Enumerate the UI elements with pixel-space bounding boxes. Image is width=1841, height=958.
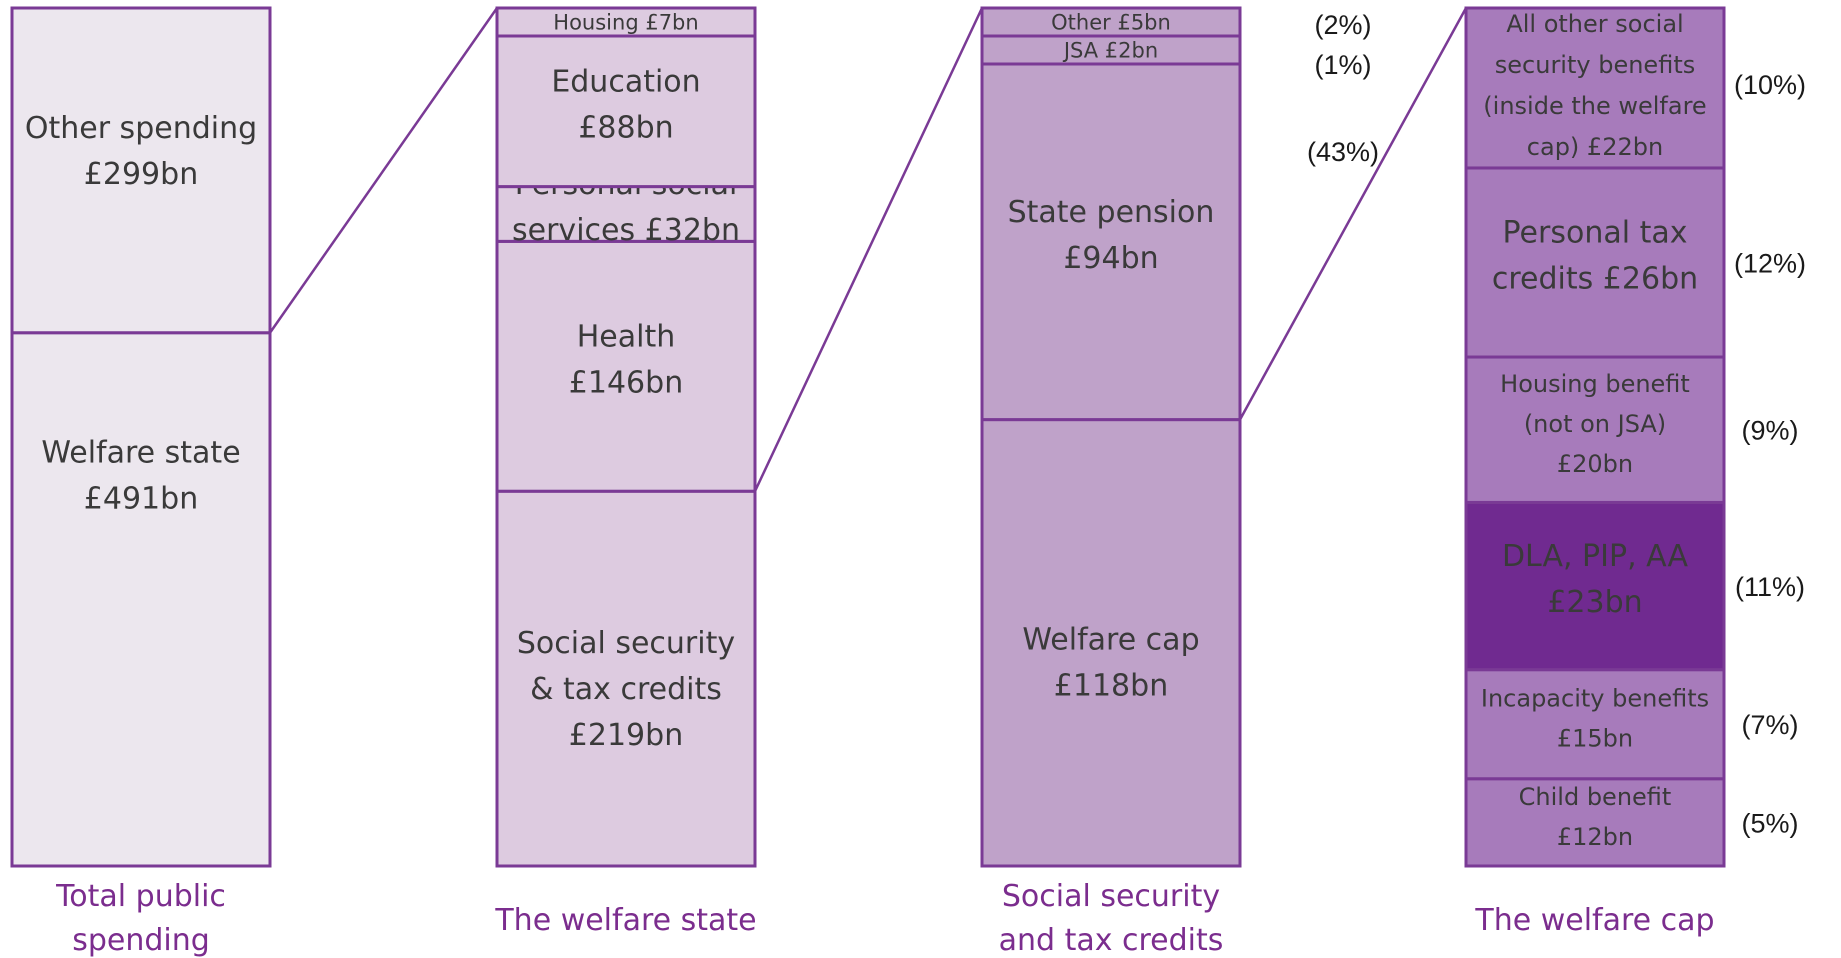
bar-segment-education: [495, 34, 757, 189]
segment-label-welfare-state-line-1: Welfare state: [41, 436, 240, 471]
segment-label-dla-pip-aa-line-1: DLA, PIP, AA: [1502, 539, 1689, 574]
segment-label-state-pension-line-1: State pension: [1008, 195, 1215, 230]
category-label-social-security-and-tax-credits-line-1: Social security: [1002, 879, 1220, 914]
segment-label-all-other-social-security-benefits-inside-the-welfare-cap-line-2: security benefits: [1495, 51, 1695, 79]
connector-line-1: [268, 7, 499, 334]
percentage-label-housing-benefit-not-on-jsa: (9%): [1741, 416, 1798, 446]
category-label-the-welfare-state-line-1: The welfare state: [494, 903, 756, 938]
category-label-social-security-and-tax-credits-line-2: and tax credits: [999, 923, 1224, 958]
bar-segment-housing: [495, 6, 757, 38]
percentage-label-all-other-social-security-benefits-inside-the-welfare-cap: (10%): [1734, 70, 1806, 100]
segment-label-incapacity-benefits-line-1: Incapacity benefits: [1481, 685, 1709, 713]
segment-label-housing-line-1: Housing £7bn: [553, 10, 698, 34]
percentage-label-state-pension: (43%): [1307, 137, 1379, 167]
percentage-label-personal-tax-credits: (12%): [1734, 248, 1806, 278]
segment-label-housing-benefit-not-on-jsa-line-2: (not on JSA): [1524, 410, 1666, 438]
column-social-security-and-tax-credits: Welfare cap £118bn State pension £94bn (43%)…: [980, 6, 1379, 868]
bar-segment-social-security-tax-credits: [495, 489, 757, 868]
segment-label-health-line-1: Health: [577, 319, 676, 354]
bar-segment-other: [980, 6, 1242, 38]
percentage-label-other: (2%): [1314, 10, 1371, 40]
segment-label-all-other-social-security-benefits-inside-the-welfare-cap-line-1: All other social: [1506, 10, 1683, 38]
bar-segment-personal-tax-credits: [1464, 166, 1726, 359]
segment-label-education-line-2: £88bn: [578, 110, 673, 145]
segment-label-welfare-cap-line-2: £118bn: [1054, 669, 1168, 704]
bar-segment-other-spending: [10, 6, 272, 335]
segment-label-welfare-cap-line-1: Welfare cap: [1022, 623, 1199, 658]
segment-label-social-security-tax-credits-line-2: & tax credits: [530, 672, 722, 707]
bar-segment-personal-social-services: [495, 185, 757, 243]
percentage-label-dla-pip-aa: (11%): [1735, 572, 1805, 602]
segment-label-welfare-state-line-2: £491bn: [84, 482, 198, 517]
bar-segment-state-pension: [980, 62, 1242, 422]
percentage-label-child-benefit: (5%): [1741, 808, 1798, 838]
bar-segment-all-other-social-security-benefits-inside-the-welfare-cap: [1464, 6, 1726, 170]
category-label-total-public-spending-line-2: spending: [72, 923, 210, 958]
segment-label-other-line-1: Other £5bn: [1051, 10, 1171, 34]
segment-label-social-security-tax-credits-line-1: Social security: [517, 626, 735, 661]
category-label-the-welfare-cap-line-1: The welfare cap: [1474, 903, 1714, 938]
segment-label-housing-benefit-not-on-jsa-line-1: Housing benefit: [1500, 370, 1690, 398]
segment-label-other-spending-line-2: £299bn: [84, 157, 198, 192]
percentage-label-incapacity-benefits: (7%): [1741, 710, 1798, 740]
bar-segment-dla-pip-aa: [1464, 500, 1726, 672]
percentage-label-jsa: (1%): [1314, 50, 1371, 80]
column-the-welfare-state: Social security & tax credits £219bn Health…: [495, 6, 757, 868]
bar-segment-child-benefit: [1464, 777, 1726, 868]
segment-label-child-benefit-line-1: Child benefit: [1519, 783, 1672, 811]
segment-label-health-line-2: £146bn: [569, 365, 683, 400]
segment-label-all-other-social-security-benefits-inside-the-welfare-cap-line-4: cap) £22bn: [1527, 133, 1663, 161]
segment-label-other-spending-line-1: Other spending: [25, 111, 257, 146]
column-the-welfare-cap: Child benefit £12bn (5%) Incapacity benefit…: [1464, 6, 1806, 868]
connector-line-3: [1238, 7, 1468, 421]
segment-label-dla-pip-aa-line-2: £23bn: [1547, 585, 1642, 620]
segment-label-housing-benefit-not-on-jsa-line-3: £20bn: [1557, 450, 1633, 478]
segment-label-state-pension-line-2: £94bn: [1063, 241, 1158, 276]
column-total-public-spending: Welfare state £491bn Other spending £299bn: [10, 6, 272, 868]
connector-line-2: [753, 7, 984, 492]
segment-label-incapacity-benefits-line-2: £15bn: [1557, 725, 1633, 753]
segment-label-all-other-social-security-benefits-inside-the-welfare-cap-line-3: (inside the welfare: [1483, 92, 1706, 120]
segment-label-social-security-tax-credits-line-3: £219bn: [569, 718, 683, 753]
bar-segment-incapacity-benefits: [1464, 668, 1726, 781]
category-label-total-public-spending-line-1: Total public: [55, 879, 226, 914]
segment-label-personal-social-services-line-2: services £32bn: [512, 213, 740, 248]
bar-segment-jsa: [980, 34, 1242, 66]
bar-segment-welfare-cap: [980, 418, 1242, 868]
segment-label-jsa-line-1: JSA £2bn: [1062, 38, 1158, 62]
segment-label-child-benefit-line-2: £12bn: [1557, 823, 1633, 851]
segment-label-personal-tax-credits-line-1: Personal tax: [1503, 215, 1688, 250]
segment-label-education-line-1: Education: [551, 64, 700, 99]
bar-segment-welfare-state: [10, 331, 272, 868]
segment-label-personal-tax-credits-line-2: credits £26bn: [1492, 261, 1698, 296]
